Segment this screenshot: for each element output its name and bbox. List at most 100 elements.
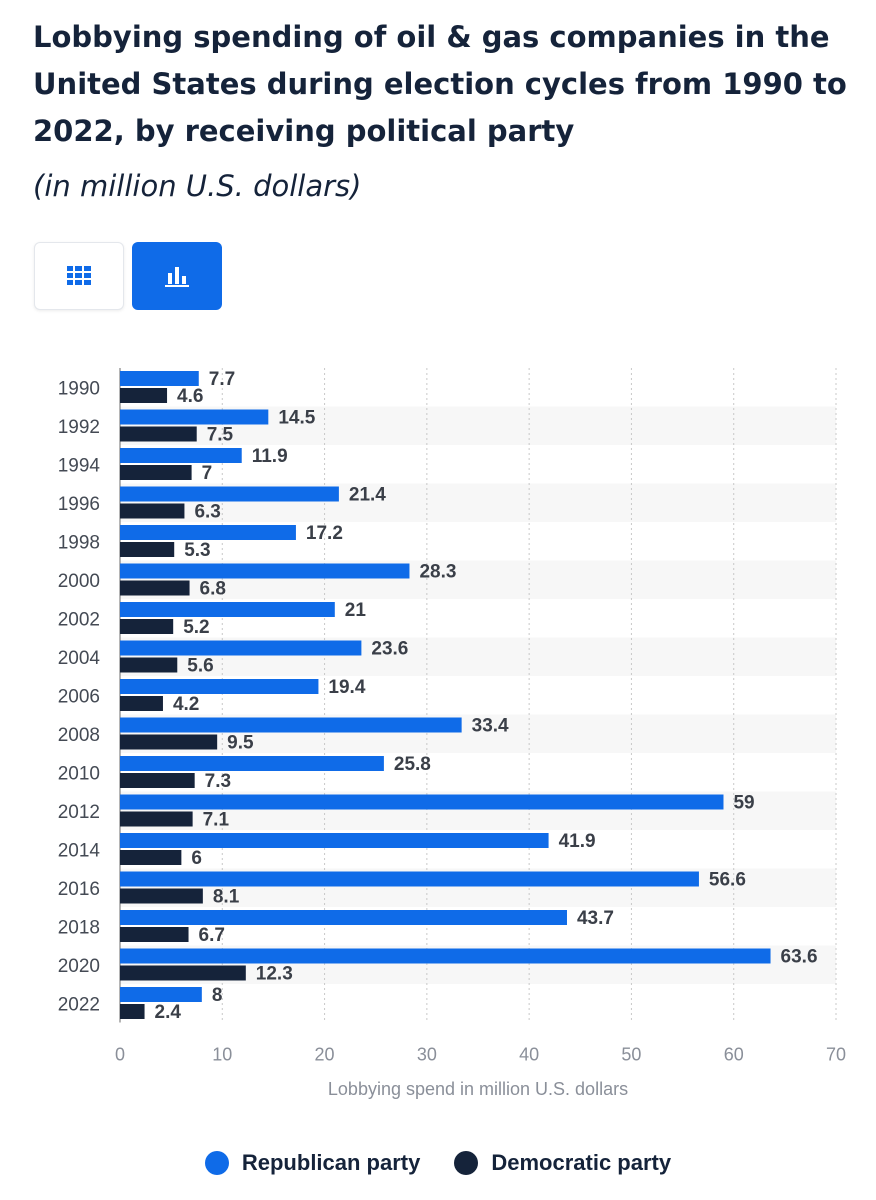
x-tick-label: 70 <box>826 1045 846 1065</box>
data-label: 5.2 <box>183 617 209 638</box>
bar-chart-icon <box>165 267 189 287</box>
bar[interactable] <box>120 811 193 827</box>
bar[interactable] <box>120 696 163 711</box>
data-label: 9.5 <box>227 733 254 754</box>
legend-label-democratic: Democratic party <box>491 1150 672 1175</box>
bar[interactable] <box>120 679 319 694</box>
bar[interactable] <box>120 717 462 733</box>
bar[interactable] <box>120 409 269 425</box>
data-label: 4.2 <box>173 694 199 715</box>
category-label: 1998 <box>58 532 100 553</box>
data-label: 6.8 <box>200 579 226 600</box>
data-label: 2.4 <box>155 1002 182 1023</box>
bar[interactable] <box>120 465 192 480</box>
bar[interactable] <box>120 773 195 788</box>
bar[interactable] <box>120 619 174 634</box>
data-label: 23.6 <box>371 639 408 660</box>
bar[interactable] <box>120 640 362 656</box>
bar[interactable] <box>120 756 384 771</box>
x-tick-label: 0 <box>115 1045 125 1065</box>
data-label: 59 <box>733 793 754 814</box>
bar[interactable] <box>120 525 296 540</box>
x-tick-label: 40 <box>519 1045 539 1065</box>
data-label: 21 <box>345 600 367 621</box>
category-label: 2016 <box>58 879 100 900</box>
category-label: 2022 <box>58 994 100 1015</box>
data-label: 5.3 <box>184 540 210 561</box>
data-label: 4.6 <box>177 386 203 407</box>
x-axis-label: Lobbying spend in million U.S. dollars <box>328 1079 628 1099</box>
table-grid-icon <box>67 266 91 285</box>
data-label: 7.5 <box>207 425 234 446</box>
data-label: 7.7 <box>209 369 235 390</box>
data-label: 33.4 <box>472 716 509 737</box>
data-label: 21.4 <box>349 485 386 506</box>
bar[interactable] <box>120 987 202 1002</box>
legend-item-republican[interactable]: Republican party <box>204 1150 420 1176</box>
data-label: 14.5 <box>278 408 315 429</box>
bar[interactable] <box>120 910 567 925</box>
category-label: 2006 <box>58 686 100 707</box>
data-label: 7 <box>202 463 213 484</box>
data-label: 63.6 <box>781 947 818 968</box>
category-label: 1996 <box>58 494 100 515</box>
category-label: 2012 <box>58 802 100 823</box>
data-label: 43.7 <box>577 908 614 929</box>
data-label: 5.6 <box>187 656 213 677</box>
bar[interactable] <box>120 794 724 810</box>
data-label: 11.9 <box>252 446 288 467</box>
category-label: 2020 <box>58 956 100 977</box>
bar[interactable] <box>120 965 246 981</box>
category-label: 2014 <box>58 840 101 861</box>
data-label: 25.8 <box>394 754 431 775</box>
bar[interactable] <box>120 448 242 463</box>
category-label: 1990 <box>58 378 100 399</box>
data-labels: 7.7 4.6 14.5 7.5 11.9 7 21.4 6.3 17.2 5.3 28.3 6.8 2… <box>155 369 818 1023</box>
bar[interactable] <box>120 426 197 442</box>
bar[interactable] <box>120 927 189 942</box>
bar[interactable] <box>120 871 699 887</box>
bar[interactable] <box>120 888 203 904</box>
bar[interactable] <box>120 563 410 579</box>
data-label: 28.3 <box>419 562 456 583</box>
legend: Republican party Democratic party <box>0 1150 876 1176</box>
x-tick-label: 10 <box>212 1045 232 1065</box>
bar[interactable] <box>120 371 199 386</box>
bar[interactable] <box>120 580 190 596</box>
data-label: 7.3 <box>205 771 231 792</box>
bar[interactable] <box>120 602 335 617</box>
bar[interactable] <box>120 486 339 502</box>
category-label: 1992 <box>58 417 100 438</box>
category-label: 1994 <box>58 455 101 476</box>
data-label: 6 <box>191 848 202 869</box>
table-view-button[interactable] <box>34 242 124 310</box>
bar[interactable] <box>120 388 168 403</box>
bar[interactable] <box>120 542 175 557</box>
x-tick-label: 60 <box>724 1045 744 1065</box>
chart-subtitle: (in million U.S. dollars) <box>33 169 362 203</box>
bar[interactable] <box>120 734 218 750</box>
chart-view-button[interactable] <box>132 242 222 310</box>
bar[interactable] <box>120 503 185 519</box>
data-label: 19.4 <box>328 677 365 698</box>
bar[interactable] <box>120 850 182 865</box>
bars <box>120 371 771 1019</box>
category-label: 2002 <box>58 609 100 630</box>
data-label: 41.9 <box>559 831 596 852</box>
x-tick-labels: 0 10 20 30 40 50 60 70 <box>115 1045 846 1065</box>
data-label: 7.1 <box>203 810 230 831</box>
category-label: 2010 <box>58 763 100 784</box>
bar-chart: 7.7 4.6 14.5 7.5 11.9 7 21.4 6.3 17.2 5.3 28.3 6.8 2… <box>58 368 846 1099</box>
x-tick-label: 30 <box>417 1045 437 1065</box>
data-label: 6.7 <box>199 925 225 946</box>
bar[interactable] <box>120 657 178 673</box>
category-label: 2008 <box>58 725 100 746</box>
chart-title: Lobbying spending of oil & gas companies… <box>33 20 847 148</box>
bar[interactable] <box>120 1004 145 1019</box>
bar[interactable] <box>120 948 771 964</box>
data-label: 8.1 <box>213 887 240 908</box>
category-label: 2004 <box>58 648 101 669</box>
category-label: 2018 <box>58 917 100 938</box>
legend-item-democratic[interactable]: Democratic party <box>454 1150 671 1176</box>
bar[interactable] <box>120 833 549 848</box>
